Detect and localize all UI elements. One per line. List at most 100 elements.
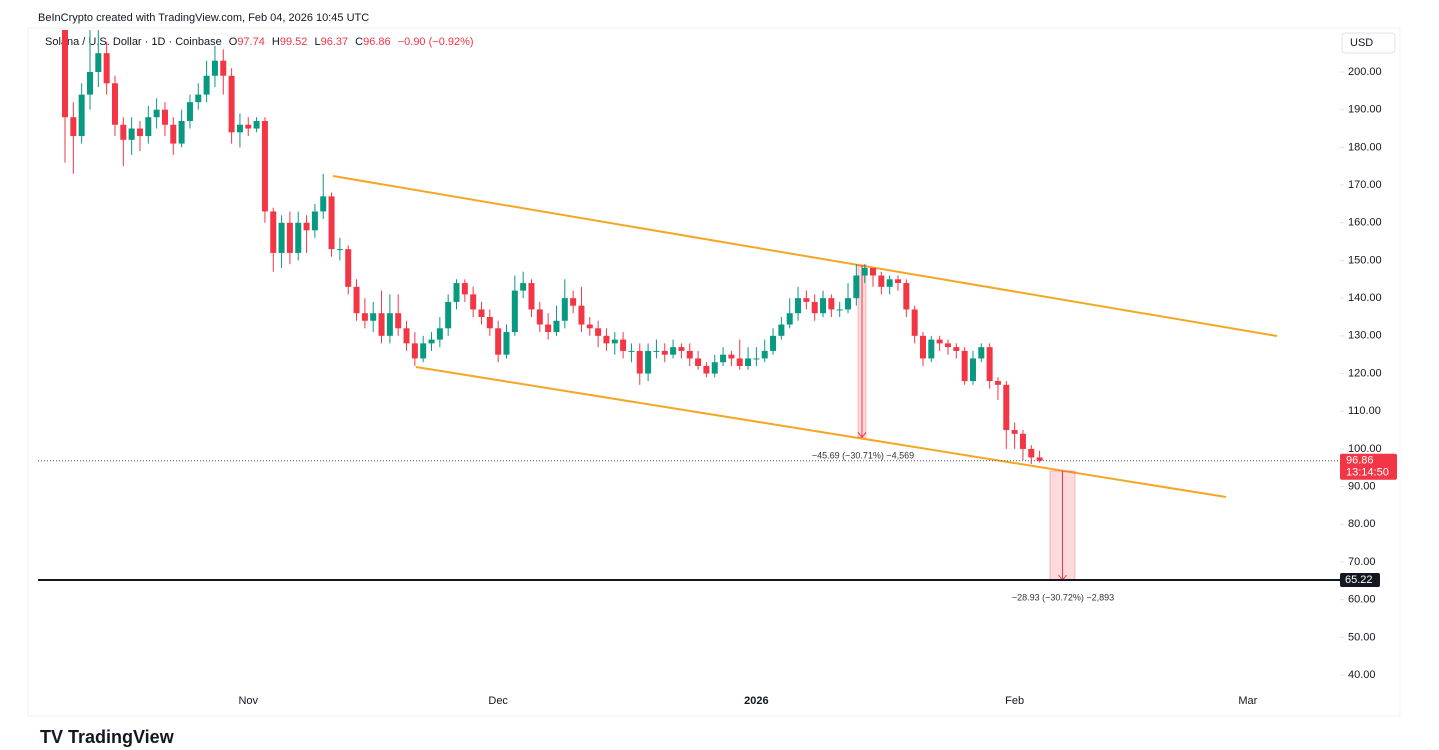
candle-body (278, 222, 285, 253)
ohlc-value: 99.52 (280, 36, 308, 48)
candle-body (953, 347, 960, 351)
candle-body (178, 120, 185, 144)
x-tick-label: Feb (1005, 695, 1024, 707)
candle-body (228, 75, 235, 133)
candle-body (403, 328, 410, 344)
candle-body (62, 30, 68, 118)
candle-body (753, 358, 760, 360)
candle-body (720, 354, 727, 363)
candle-body (486, 316, 493, 329)
candle-body (261, 120, 268, 212)
ohlc-label: H (272, 36, 280, 48)
y-tick-label: 170.00 (1348, 179, 1382, 191)
x-tick-label: Nov (238, 695, 258, 707)
candle-body (745, 358, 752, 366)
candle-body (295, 222, 302, 253)
candle-body (561, 298, 568, 321)
candle-body (536, 309, 543, 325)
ohlc-value: 97.74 (237, 36, 265, 48)
candle-body (795, 298, 802, 314)
candle-body (286, 222, 293, 253)
candle-body (786, 313, 793, 325)
candle-body (153, 109, 160, 118)
candle-body (645, 350, 652, 374)
symbol-title: Solana / U.S. Dollar · 1D · Coinbase (45, 36, 222, 48)
candle-body (453, 283, 460, 302)
countdown: 13:14:50 (1346, 467, 1389, 479)
candle-body (170, 124, 177, 144)
candle-body (503, 332, 510, 355)
candle-body (211, 60, 218, 76)
candle-body (495, 328, 502, 355)
candle-body (95, 53, 102, 72)
currency[interactable]: USD (1350, 37, 1373, 49)
candle-body (686, 350, 693, 359)
plot (38, 30, 1340, 582)
candle-body (861, 267, 868, 276)
last-price-tag (1340, 453, 1397, 480)
candle-body (328, 196, 335, 250)
candle-body (311, 211, 318, 231)
candle-body (878, 275, 885, 287)
candle-body (128, 128, 135, 140)
candle-body (436, 328, 443, 340)
candle-body (770, 335, 777, 351)
candle-body (203, 75, 210, 95)
x-tick-label: 2026 (744, 695, 768, 707)
candle-body (78, 94, 85, 137)
candle-body (678, 347, 685, 351)
ohlc-label: L (314, 36, 320, 48)
candle-body (736, 358, 743, 366)
candle-body (511, 290, 518, 333)
candle-body (353, 286, 360, 314)
ohlc-label: O (229, 36, 238, 48)
candle-body (520, 283, 527, 291)
candle-body (253, 120, 260, 129)
candle-body (586, 324, 593, 329)
candle-body (1036, 457, 1043, 461)
currency-button[interactable] (1341, 32, 1396, 54)
candle-body (545, 324, 552, 333)
candle-body (853, 275, 860, 299)
candle-body (236, 124, 243, 133)
level-label: 65.22 (1345, 574, 1373, 586)
channel-lower (415, 366, 1227, 498)
candle-body (553, 320, 560, 333)
y-tick-label: 60.00 (1348, 594, 1376, 606)
candle-body (570, 298, 577, 306)
candle-body (220, 60, 227, 76)
candle-body (836, 309, 843, 311)
change: −0.90 (−0.92%) (398, 36, 474, 48)
candle-body (245, 124, 252, 129)
candle-body (161, 109, 168, 125)
candle-body (695, 358, 702, 366)
candle-body (1019, 433, 1026, 449)
candle-body (1028, 448, 1035, 458)
candle-body (1003, 384, 1010, 431)
chart-frame (27, 27, 1401, 717)
candle-body (303, 222, 310, 231)
y-tick-label: 160.00 (1348, 217, 1382, 229)
ohlc-value: 96.86 (363, 36, 391, 48)
channel-upper (332, 175, 1278, 337)
y-tick-label: 80.00 (1348, 518, 1376, 530)
candle-body (911, 309, 918, 336)
y-tick-label: 90.00 (1348, 481, 1376, 493)
x-tick-label: Mar (1238, 695, 1257, 707)
y-tick-label: 200.00 (1348, 66, 1382, 78)
y-tick-label: 130.00 (1348, 330, 1382, 342)
candle-body (103, 53, 110, 84)
legend: Solana / U.S. Dollar · 1D · Coinbase O97… (45, 36, 474, 48)
candle-body (711, 362, 718, 374)
candle-body (811, 301, 818, 314)
candle-body (611, 339, 618, 344)
overlay: 40.00 50.00 60.00 70.00 80.00 90.00 100.00 110.… (238, 66, 1397, 707)
candle-body (828, 298, 835, 310)
last-price: 96.86 (1346, 455, 1374, 467)
brand: TradingView (68, 727, 175, 747)
candle-body (528, 283, 535, 310)
candle-body (928, 339, 935, 359)
candle-body (969, 358, 976, 382)
candle-body (1011, 430, 1018, 434)
